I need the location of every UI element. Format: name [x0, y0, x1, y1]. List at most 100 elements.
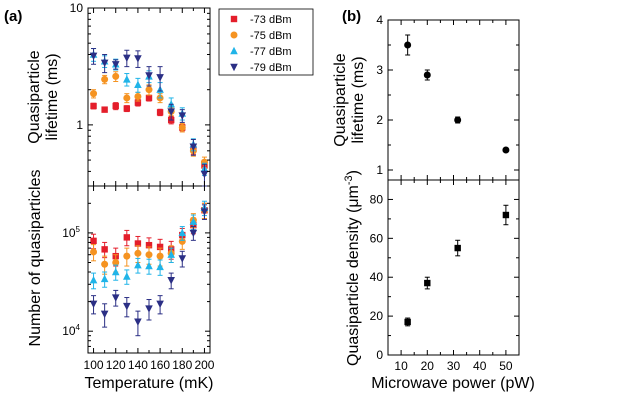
b-xtick-label-40: 40 [473, 359, 487, 373]
b-bot-ytick-label-20: 20 [370, 309, 384, 323]
b-top-ytick-label-3: 3 [376, 63, 383, 77]
data-point-a-top-s3-4 [134, 55, 142, 63]
data-point-a-bottom-s2-2 [111, 267, 120, 276]
b-bottom-frame [387, 179, 520, 356]
data-point-a-bottom-s0-6 [156, 243, 164, 251]
a-xtick-label-120: 120 [106, 358, 126, 372]
a-top-ytick-label-10: 10 [70, 1, 84, 15]
data-point-a-top-s1-0 [90, 90, 98, 98]
a-top-ytick-label-1: 1 [76, 118, 83, 132]
data-point-b-top-s0-1 [423, 71, 431, 79]
data-point-a-top-s0-3 [123, 105, 131, 112]
data-point-a-top-s3-2 [111, 61, 120, 69]
data-point-a-top-s2-4 [134, 80, 142, 89]
b-xtick-label-30: 30 [447, 359, 461, 373]
data-point-a-bottom-s2-7 [167, 250, 175, 258]
b-xlabel: Microwave power (pW) [371, 375, 535, 392]
data-point-a-bottom-s2-8 [178, 228, 187, 237]
legend-marker-3 [230, 63, 238, 72]
data-point-a-bottom-s3-7 [167, 277, 175, 285]
b-xtick-label-20: 20 [421, 359, 435, 373]
b-top-ylabel-line1: Quasiparticle [332, 53, 349, 146]
b-bottom-ylabel: Quasiparticle density (μm-3) [343, 170, 362, 366]
data-point-a-bottom-s2-1 [100, 274, 109, 283]
data-point-a-bottom-s0-3 [123, 234, 131, 241]
data-point-a-bottom-s3-3 [123, 302, 131, 311]
data-point-a-top-s3-1 [100, 59, 109, 67]
a-bottom-ylabel: Number of quasiparticles [27, 170, 44, 347]
b-xtick-label-50: 50 [499, 359, 513, 373]
data-point-a-top-s1-1 [101, 75, 109, 83]
legend-marker-1 [230, 31, 238, 39]
legend-label-1: -75 dBm [250, 30, 292, 42]
data-point-a-bottom-s2-9 [189, 217, 198, 225]
data-point-a-bottom-s0-4 [134, 240, 142, 247]
panel-b-label: (b) [342, 8, 361, 25]
data-point-a-bottom-s1-8 [178, 237, 186, 245]
data-point-a-bottom-s1-6 [156, 252, 164, 260]
b-bottom-ylabel-sup: -3 [343, 175, 355, 185]
data-point-b-bottom-s0-2 [454, 244, 461, 252]
data-point-a-bottom-s3-9 [189, 229, 198, 238]
legend-label-2: -77 dBm [250, 46, 292, 58]
data-point-a-bottom-s3-2 [111, 294, 120, 302]
chart-marks: 101-73 dBm-75 dBm-77 dBm-79 dBm104105100… [62, 1, 519, 373]
data-point-a-top-s3-5 [145, 72, 153, 80]
data-point-b-top-s0-0 [404, 41, 412, 49]
data-point-a-top-s2-3 [123, 75, 131, 83]
data-point-a-bottom-s2-6 [156, 262, 164, 271]
b-top-ytick-label-1: 1 [376, 163, 383, 177]
data-point-b-top-s0-3 [502, 146, 510, 154]
data-point-a-top-s0-2 [112, 102, 119, 110]
a-xtick-label-140: 140 [128, 358, 148, 372]
data-point-a-top-s3-8 [178, 112, 187, 120]
panel-a-label: (a) [4, 8, 22, 25]
data-point-a-bottom-s1-3 [123, 252, 131, 260]
data-point-b-bottom-s0-3 [502, 211, 510, 219]
data-point-a-bottom-s1-4 [134, 249, 142, 257]
data-point-a-top-s1-2 [112, 72, 120, 80]
data-point-a-top-s3-7 [167, 108, 175, 116]
data-point-a-top-s1-3 [123, 94, 131, 102]
data-point-a-bottom-s1-1 [101, 260, 109, 268]
data-point-a-bottom-s3-10 [200, 208, 209, 216]
data-point-a-bottom-s3-1 [100, 310, 109, 319]
a-bot-ytick-exponent-1: 5 [76, 225, 81, 234]
data-point-a-top-s3-9 [189, 143, 198, 151]
a-top-ylabel-line2: lifetime (ms) [44, 53, 61, 140]
a-top-ylabel-line1: Quasiparticle [26, 50, 43, 143]
data-point-a-bottom-s2-0 [89, 276, 98, 284]
b-xtick-label-10: 10 [394, 359, 408, 373]
a-xtick-label-100: 100 [84, 358, 104, 372]
data-point-a-bottom-s1-0 [90, 248, 98, 256]
a-xtick-label-200: 200 [194, 358, 214, 372]
data-point-a-top-s3-6 [156, 74, 164, 82]
data-point-a-bottom-s0-0 [90, 237, 97, 245]
a-bot-ytick-label-0: 104 [62, 323, 80, 338]
legend-label-3: -79 dBm [250, 62, 292, 74]
data-point-a-bottom-s2-4 [134, 260, 142, 269]
data-point-a-top-s0-1 [101, 106, 108, 113]
b-bot-ytick-label-60: 60 [370, 231, 384, 245]
legend-marker-0 [230, 15, 238, 23]
data-point-a-top-s1-5 [145, 86, 153, 94]
a-bot-ytick-label-1: 105 [62, 225, 80, 240]
data-point-a-bottom-s2-3 [123, 272, 131, 280]
b-bottom-ylabel-main: Quasiparticle density (μm [345, 185, 362, 366]
data-point-a-bottom-s2-5 [145, 261, 153, 270]
a-xtick-label-160: 160 [150, 358, 170, 372]
data-point-a-top-s3-3 [123, 54, 131, 62]
a-xtick-label-180: 180 [172, 358, 192, 372]
data-point-a-top-s0-4 [134, 99, 142, 106]
b-bot-ytick-label-80: 80 [370, 192, 384, 206]
data-point-a-bottom-s3-6 [156, 300, 164, 308]
data-point-a-bottom-s1-2 [112, 258, 120, 266]
data-point-a-bottom-s3-5 [145, 305, 153, 313]
data-point-a-top-s3-10 [200, 170, 209, 179]
data-point-a-top-s1-4 [134, 92, 142, 100]
data-point-a-bottom-s3-8 [178, 255, 187, 263]
b-top-ytick-label-2: 2 [376, 113, 383, 127]
data-point-a-top-s0-5 [145, 94, 153, 102]
b-bottom-ylabel-end: ) [345, 170, 362, 175]
